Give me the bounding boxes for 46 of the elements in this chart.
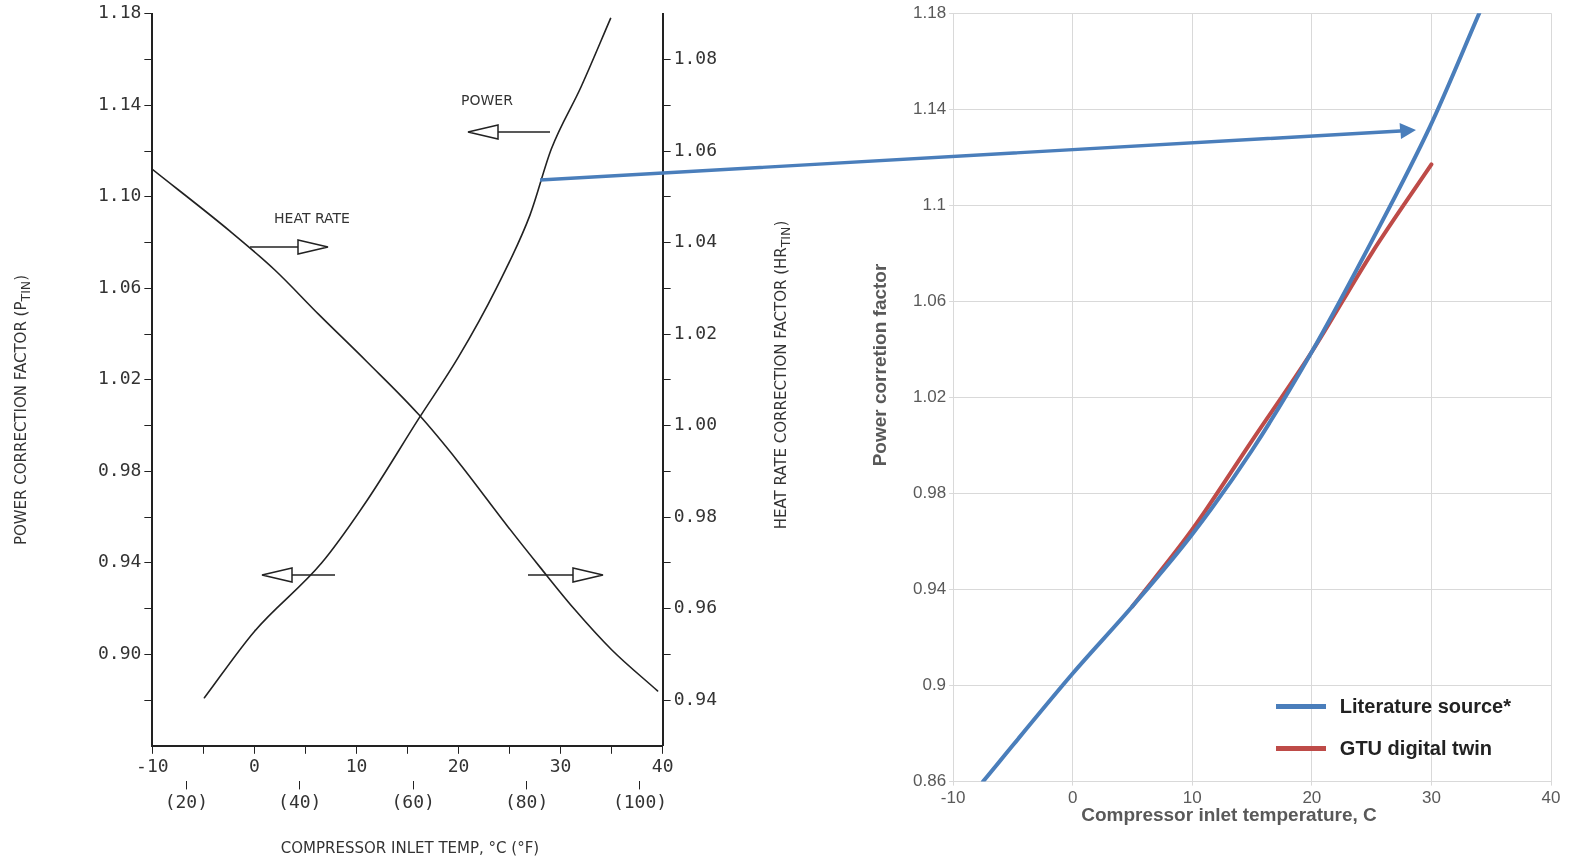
x-tick-label: 40	[1541, 788, 1561, 808]
y2-tick-label: 1.06	[673, 138, 718, 160]
y-tick-label: 1.18	[912, 2, 947, 22]
text: 1.10	[97, 184, 142, 206]
legend-label: Literature source*	[1339, 695, 1511, 719]
text: 0.90	[97, 641, 142, 663]
x-tick-label: 40	[651, 755, 674, 777]
y-tick-label: 1.1	[922, 194, 947, 214]
annotation: HEAT RATE	[274, 209, 350, 226]
y2-tick-label: 1.02	[673, 321, 718, 343]
y-axis-title: Power corretion factor	[869, 263, 891, 467]
x2-tick-label: (40)	[278, 790, 322, 812]
y-tick-label: 0.9	[922, 675, 947, 695]
y-tick-label: 0.86	[912, 771, 947, 791]
y-tick-label: 0.94	[912, 579, 947, 599]
x-tick-label: 20	[447, 755, 470, 777]
annotation: POWER	[461, 91, 514, 108]
y-tick-label: 1.02	[97, 367, 142, 389]
y2-tick-label: 1.04	[673, 230, 718, 252]
y2-tick-label: 0.96	[673, 596, 718, 618]
x2-tick-label: (20)	[164, 790, 209, 812]
y-tick-label: 1.06	[97, 275, 142, 297]
x2-tick-label: (80)	[504, 790, 549, 812]
x-tick-label: 30	[1421, 788, 1441, 808]
x-tick-label: 0	[248, 755, 260, 777]
x-tick-label: 0	[1067, 788, 1078, 808]
y-tick-label: 0.98	[97, 458, 142, 480]
y-tick-label: 1.02	[912, 387, 947, 407]
y-tick-label: 1.18	[97, 1, 142, 23]
x-tick-label: -10	[940, 788, 966, 808]
y-tick-label: 0.98	[912, 483, 947, 503]
y2-tick-label: 0.94	[673, 687, 718, 709]
y2-tick-label: 1.08	[673, 47, 718, 69]
y-tick-label: 0.94	[97, 550, 142, 572]
y-tick-label: 1.06	[912, 291, 947, 311]
x-tick-label: 10	[345, 755, 368, 777]
x-tick-label: 30	[549, 755, 572, 777]
x-axis-title: COMPRESSOR INLET TEMP, °C (°F)	[280, 839, 540, 857]
y2-tick-label: 1.00	[673, 413, 718, 435]
y-tick-label: 1.14	[912, 98, 947, 118]
x2-tick-label: (100)	[612, 790, 668, 812]
y-tick-label: 1.14	[97, 92, 142, 114]
legend-label: GTU digital twin	[1339, 737, 1493, 761]
x2-tick-label: (60)	[391, 790, 435, 812]
x-tick-label: -10	[136, 755, 169, 777]
y2-tick-label: 0.98	[673, 504, 718, 526]
